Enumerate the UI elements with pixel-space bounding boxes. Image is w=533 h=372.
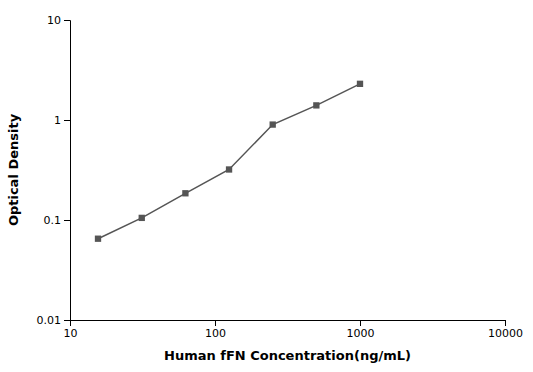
chart: 10 100 1000 10000 0.01 0.1 1 10 Human fFN Concen… (0, 0, 533, 372)
tick-mark (64, 320, 70, 321)
line (98, 84, 360, 239)
tick-label: 100 (205, 327, 226, 340)
axis-line (64, 21, 71, 321)
x-axis: 10 100 1000 10000 (64, 320, 524, 340)
tick: 100 (205, 320, 226, 340)
point (139, 215, 145, 221)
point (313, 102, 319, 108)
tick-label: 0.01 (37, 314, 62, 327)
tick: 1 (54, 114, 70, 127)
tick: 10 (47, 14, 70, 27)
tick-label: 1 (54, 114, 61, 127)
tick-mark (64, 120, 70, 121)
tick-label: 10 (47, 14, 61, 27)
tick-mark (505, 320, 506, 326)
point (357, 81, 363, 87)
tick-mark (360, 320, 361, 326)
tick-label: 10 (64, 327, 78, 340)
y-axis: 0.01 0.1 1 10 (37, 14, 71, 327)
y-axis-title: Optical Density (6, 113, 21, 226)
tick-label: 10000 (488, 327, 523, 340)
tick-mark (64, 220, 70, 221)
tick: 10 (64, 320, 78, 340)
tick-label: 1000 (347, 327, 375, 340)
series (95, 81, 363, 242)
tick: 1000 (347, 320, 375, 340)
point (270, 121, 276, 127)
tick-label: 0.1 (44, 214, 62, 227)
point (95, 236, 101, 242)
axis-line (71, 321, 506, 327)
point (182, 190, 188, 196)
tick-mark (64, 20, 70, 21)
x-axis-title: Human fFN Concentration(ng/mL) (164, 348, 411, 363)
tick: 0.01 (37, 314, 71, 327)
tick-mark (215, 320, 216, 326)
point (226, 166, 232, 172)
tick: 10000 (488, 320, 523, 340)
plot: 10 100 1000 10000 0.01 0.1 1 10 (37, 14, 524, 340)
tick: 0.1 (44, 214, 71, 227)
